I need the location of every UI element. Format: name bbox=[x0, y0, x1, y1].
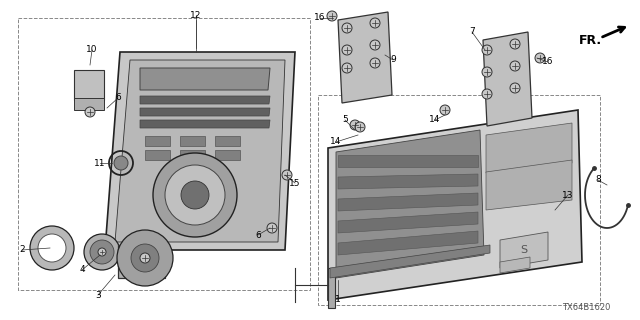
Polygon shape bbox=[105, 52, 295, 250]
Circle shape bbox=[153, 153, 237, 237]
Text: 3: 3 bbox=[95, 291, 101, 300]
Polygon shape bbox=[140, 96, 270, 104]
Circle shape bbox=[535, 53, 545, 63]
Circle shape bbox=[342, 63, 352, 73]
Polygon shape bbox=[140, 120, 270, 128]
Polygon shape bbox=[338, 12, 392, 103]
Polygon shape bbox=[338, 231, 478, 255]
Circle shape bbox=[181, 181, 209, 209]
Circle shape bbox=[510, 61, 520, 71]
Circle shape bbox=[482, 67, 492, 77]
Text: 6: 6 bbox=[115, 93, 121, 102]
Circle shape bbox=[38, 234, 66, 262]
Polygon shape bbox=[140, 108, 270, 116]
Polygon shape bbox=[500, 232, 548, 268]
Polygon shape bbox=[74, 98, 104, 110]
Polygon shape bbox=[338, 155, 478, 167]
Circle shape bbox=[482, 45, 492, 55]
Polygon shape bbox=[486, 123, 572, 173]
Circle shape bbox=[131, 244, 159, 272]
Circle shape bbox=[117, 230, 173, 286]
Polygon shape bbox=[500, 257, 530, 273]
Polygon shape bbox=[215, 150, 240, 160]
Circle shape bbox=[370, 18, 380, 28]
Circle shape bbox=[510, 39, 520, 49]
Polygon shape bbox=[118, 245, 165, 278]
Text: 16: 16 bbox=[314, 13, 326, 22]
Polygon shape bbox=[115, 60, 285, 242]
Text: 6: 6 bbox=[255, 230, 261, 239]
Circle shape bbox=[165, 165, 225, 225]
Polygon shape bbox=[145, 136, 170, 146]
Circle shape bbox=[114, 156, 128, 170]
Circle shape bbox=[510, 83, 520, 93]
Text: 14: 14 bbox=[330, 138, 342, 147]
Circle shape bbox=[370, 40, 380, 50]
Text: 1: 1 bbox=[335, 295, 341, 305]
Polygon shape bbox=[140, 68, 270, 90]
Circle shape bbox=[342, 23, 352, 33]
Text: 4: 4 bbox=[79, 266, 85, 275]
Polygon shape bbox=[145, 150, 170, 160]
Text: FR.: FR. bbox=[579, 34, 602, 46]
Circle shape bbox=[482, 89, 492, 99]
Polygon shape bbox=[338, 174, 478, 189]
Circle shape bbox=[355, 122, 365, 132]
Text: 13: 13 bbox=[563, 190, 573, 199]
Polygon shape bbox=[338, 193, 478, 211]
Text: 11: 11 bbox=[94, 158, 106, 167]
Circle shape bbox=[84, 234, 120, 270]
Text: 9: 9 bbox=[390, 55, 396, 65]
Polygon shape bbox=[180, 136, 205, 146]
Text: 5: 5 bbox=[342, 116, 348, 124]
Text: 14: 14 bbox=[429, 116, 441, 124]
Text: 16: 16 bbox=[542, 58, 554, 67]
Circle shape bbox=[90, 240, 114, 264]
Polygon shape bbox=[338, 212, 478, 233]
Polygon shape bbox=[486, 160, 572, 210]
Text: 12: 12 bbox=[190, 11, 202, 20]
Text: 2: 2 bbox=[19, 245, 25, 254]
Circle shape bbox=[98, 248, 106, 256]
Circle shape bbox=[440, 105, 450, 115]
Circle shape bbox=[140, 253, 150, 263]
Text: TX64B1620: TX64B1620 bbox=[562, 303, 610, 313]
Text: 8: 8 bbox=[595, 175, 601, 185]
Circle shape bbox=[30, 226, 74, 270]
Polygon shape bbox=[330, 245, 490, 278]
Circle shape bbox=[267, 223, 277, 233]
Circle shape bbox=[350, 120, 360, 130]
Polygon shape bbox=[336, 130, 484, 278]
Circle shape bbox=[370, 58, 380, 68]
Text: 15: 15 bbox=[289, 179, 301, 188]
Circle shape bbox=[342, 45, 352, 55]
Circle shape bbox=[85, 107, 95, 117]
Polygon shape bbox=[215, 136, 240, 146]
Text: S: S bbox=[520, 245, 527, 255]
Text: 7: 7 bbox=[469, 28, 475, 36]
Polygon shape bbox=[180, 150, 205, 160]
Circle shape bbox=[327, 11, 337, 21]
Polygon shape bbox=[328, 268, 335, 308]
Polygon shape bbox=[483, 32, 532, 126]
Polygon shape bbox=[328, 110, 582, 300]
Circle shape bbox=[282, 170, 292, 180]
Text: 10: 10 bbox=[86, 45, 98, 54]
Polygon shape bbox=[74, 70, 104, 100]
